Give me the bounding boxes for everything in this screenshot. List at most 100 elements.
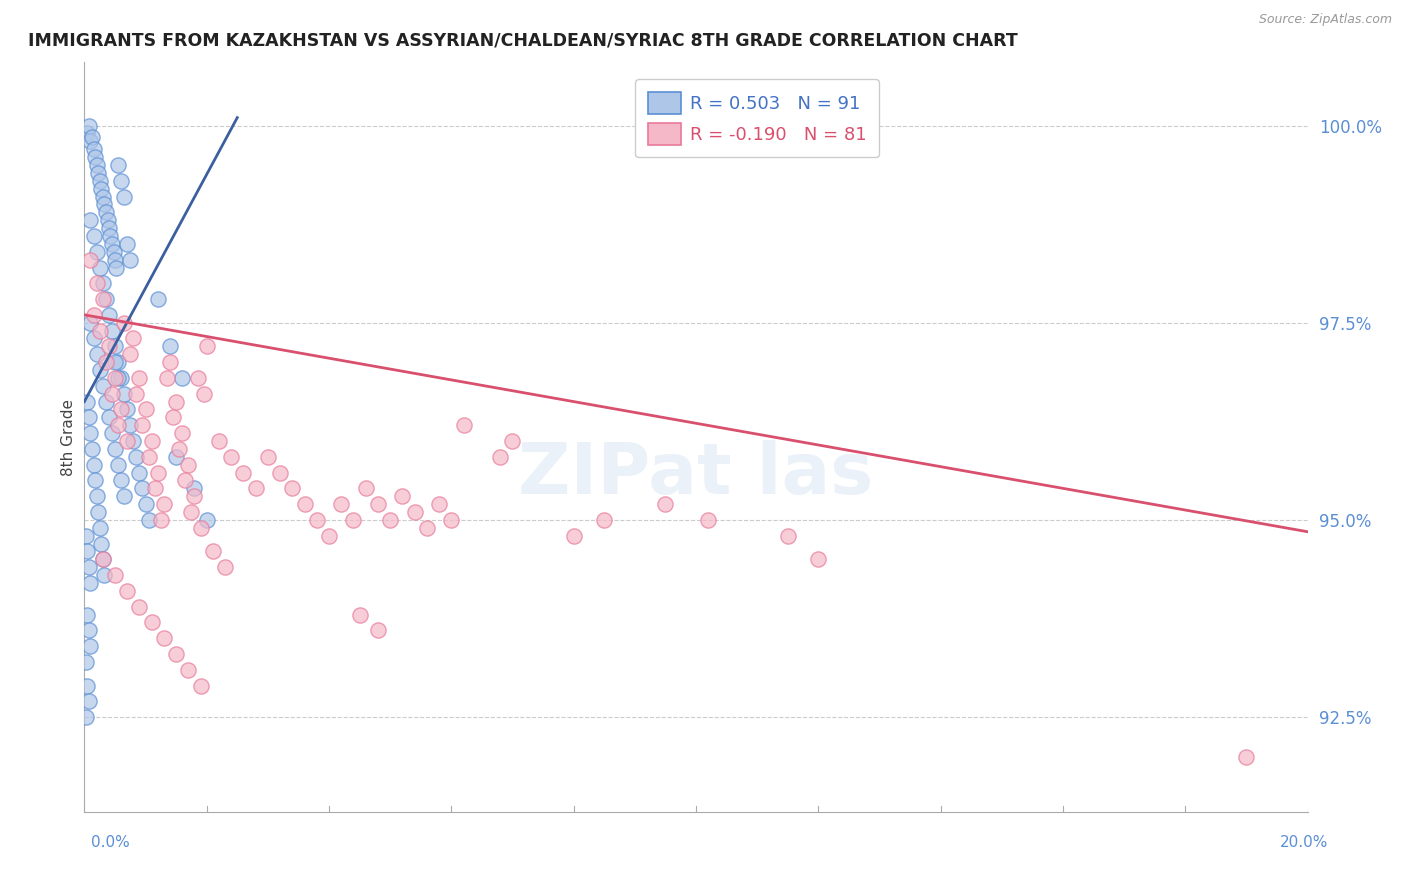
Point xyxy=(501,434,523,448)
Point xyxy=(91,292,114,306)
Point xyxy=(76,679,98,693)
Text: IMMIGRANTS FROM KAZAKHSTAN VS ASSYRIAN/CHALDEAN/SYRIAC 8TH GRADE CORRELATION CHA: IMMIGRANTS FROM KAZAKHSTAN VS ASSYRIAN/C… xyxy=(28,31,1018,49)
Point xyxy=(330,497,353,511)
Point xyxy=(190,521,212,535)
Point xyxy=(208,434,231,448)
Point xyxy=(89,324,111,338)
Text: 20.0%: 20.0% xyxy=(1281,836,1329,850)
Point xyxy=(153,631,176,645)
Point xyxy=(83,308,105,322)
Point xyxy=(141,615,163,630)
Point xyxy=(91,552,114,566)
Point xyxy=(219,450,242,464)
Point xyxy=(115,402,138,417)
Point xyxy=(101,386,124,401)
Point xyxy=(193,386,215,401)
Point xyxy=(232,466,254,480)
Point xyxy=(110,371,132,385)
Point xyxy=(120,252,142,267)
Point xyxy=(107,158,129,172)
Point xyxy=(84,150,107,164)
Point xyxy=(87,166,110,180)
Point xyxy=(305,513,328,527)
Point xyxy=(86,489,108,503)
Point xyxy=(83,142,105,156)
Point xyxy=(214,560,236,574)
Point xyxy=(94,394,117,409)
Point xyxy=(1234,749,1257,764)
Point xyxy=(110,474,132,488)
Point xyxy=(107,355,129,369)
Point xyxy=(131,481,153,495)
Point xyxy=(165,394,187,409)
Point xyxy=(83,229,105,244)
Point xyxy=(104,568,127,582)
Y-axis label: 8th Grade: 8th Grade xyxy=(60,399,76,475)
Point xyxy=(115,583,138,598)
Point xyxy=(101,236,124,251)
Point xyxy=(90,536,112,550)
Point xyxy=(90,181,112,195)
Point xyxy=(104,355,127,369)
Point xyxy=(294,497,316,511)
Point xyxy=(79,316,101,330)
Point xyxy=(94,355,117,369)
Point xyxy=(562,529,585,543)
Point xyxy=(143,481,166,495)
Point xyxy=(115,434,138,448)
Point xyxy=(440,513,463,527)
Point xyxy=(146,292,169,306)
Point xyxy=(76,394,98,409)
Point xyxy=(697,513,720,527)
Point xyxy=(112,316,135,330)
Point xyxy=(94,292,117,306)
Point xyxy=(174,474,197,488)
Point xyxy=(89,363,111,377)
Point xyxy=(83,458,105,472)
Point xyxy=(77,560,100,574)
Point xyxy=(112,489,135,503)
Point xyxy=(115,236,138,251)
Point xyxy=(776,529,799,543)
Point xyxy=(97,308,120,322)
Point xyxy=(83,331,105,345)
Point xyxy=(120,418,142,433)
Point xyxy=(156,371,179,385)
Point xyxy=(89,260,111,275)
Point xyxy=(162,410,184,425)
Point xyxy=(195,339,218,353)
Point xyxy=(190,679,212,693)
Point xyxy=(89,174,111,188)
Point xyxy=(177,458,200,472)
Point xyxy=(101,324,124,338)
Point xyxy=(98,229,121,244)
Point xyxy=(654,497,676,511)
Point xyxy=(167,442,190,456)
Point xyxy=(104,371,127,385)
Point xyxy=(195,513,218,527)
Point xyxy=(120,347,142,361)
Point xyxy=(97,221,120,235)
Point xyxy=(342,513,364,527)
Point xyxy=(87,505,110,519)
Point xyxy=(489,450,512,464)
Point xyxy=(104,339,127,353)
Point xyxy=(269,466,291,480)
Point xyxy=(89,521,111,535)
Point xyxy=(103,244,125,259)
Point xyxy=(138,513,160,527)
Point xyxy=(80,442,103,456)
Point xyxy=(165,647,187,661)
Point xyxy=(318,529,340,543)
Point xyxy=(183,489,205,503)
Point xyxy=(75,655,97,669)
Point xyxy=(367,624,389,638)
Point xyxy=(125,386,148,401)
Point xyxy=(128,371,150,385)
Point xyxy=(146,466,169,480)
Point xyxy=(97,339,120,353)
Point xyxy=(380,513,402,527)
Point xyxy=(91,189,114,203)
Point xyxy=(76,127,98,141)
Point xyxy=(125,450,148,464)
